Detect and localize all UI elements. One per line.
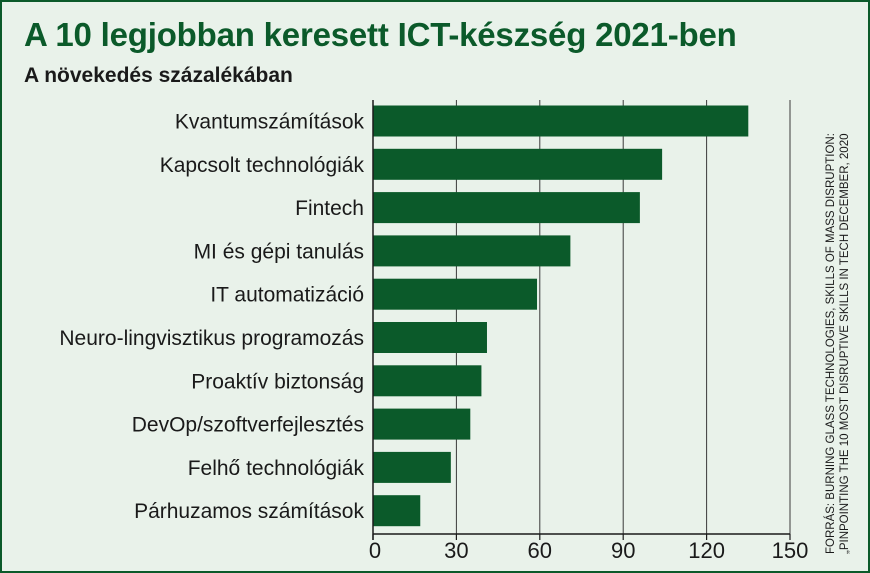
- bar-8: [373, 451, 451, 483]
- x-tick-label-5: 150: [772, 538, 809, 563]
- category-label-9: Párhuzamos számítások: [134, 500, 364, 523]
- bar-9: [373, 495, 421, 527]
- category-label-3: MI és gépi tanulás: [194, 240, 364, 263]
- bar-6: [373, 365, 482, 397]
- bar-7: [373, 408, 471, 440]
- chart-subtitle: A növekedés százalékában: [24, 64, 293, 87]
- bar-4: [373, 278, 538, 310]
- x-tick-label-3: 90: [611, 538, 635, 563]
- x-tick-label-1: 30: [444, 538, 468, 563]
- category-label-2: Fintech: [295, 197, 364, 220]
- x-tick-label-4: 120: [688, 538, 725, 563]
- x-tick-label-2: 60: [528, 538, 552, 563]
- category-label-6: Proaktív biztonság: [191, 370, 364, 393]
- category-label-8: Felhő technológiák: [188, 457, 365, 480]
- x-tick-label-0: 0: [369, 538, 381, 563]
- bar-0: [373, 105, 749, 137]
- category-label-5: Neuro-lingvisztikus programozás: [59, 327, 364, 350]
- chart-title: A 10 legjobban keresett ICT-készség 2021…: [24, 16, 737, 53]
- category-label-7: DevOp/szoftverfejlesztés: [132, 414, 364, 437]
- category-label-0: Kvantumszámítások: [175, 111, 365, 134]
- category-label-4: IT automatizáció: [210, 284, 364, 307]
- category-label-1: Kapcsolt technológiák: [160, 154, 365, 177]
- bar-3: [373, 235, 571, 267]
- bar-1: [373, 148, 663, 180]
- bar-2: [373, 192, 640, 224]
- bar-5: [373, 322, 487, 353]
